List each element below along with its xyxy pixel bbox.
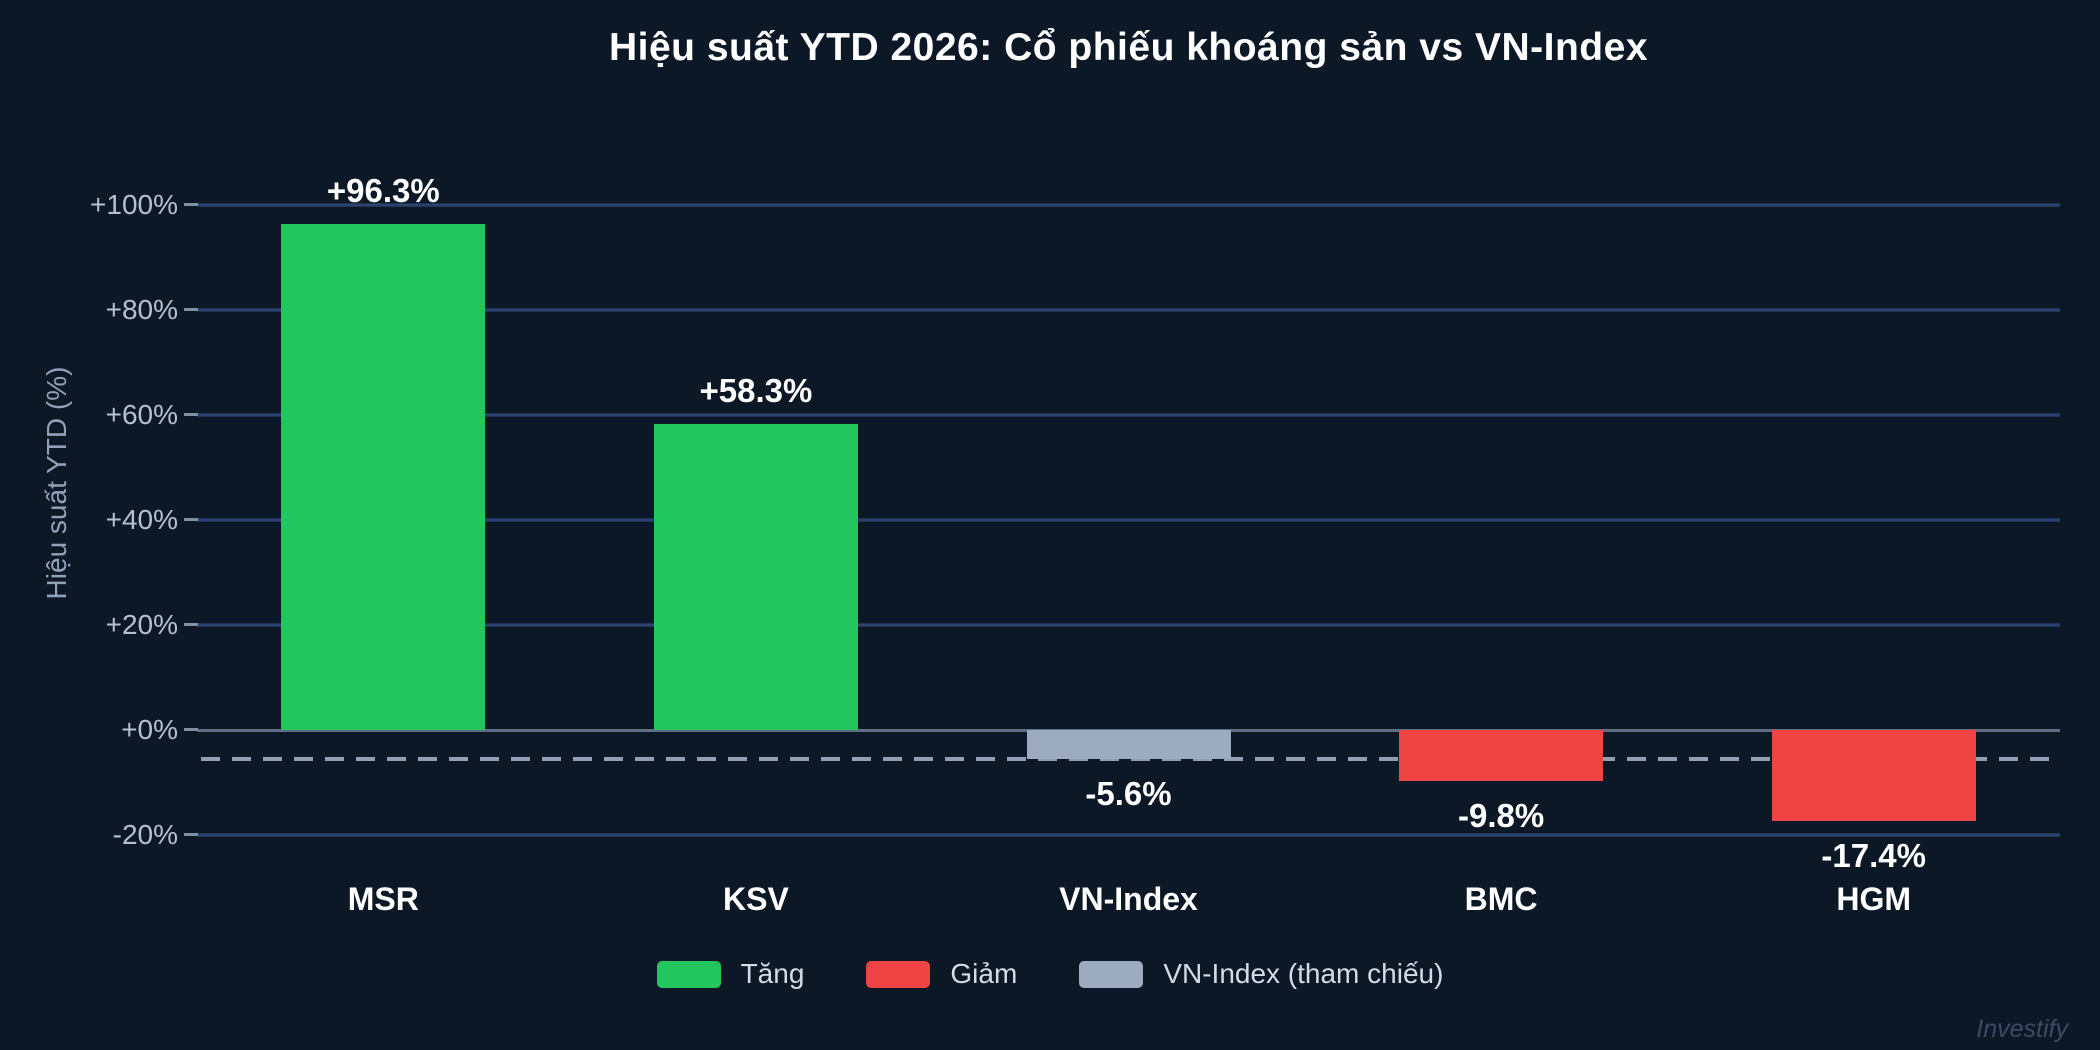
category-label-VN-Index: VN-Index [1059, 881, 1198, 917]
bar-BMC [1399, 730, 1604, 782]
category-label-MSR: MSR [347, 881, 419, 917]
value-label-KSV: +58.3% [699, 371, 813, 409]
legend-swatch-reference [1079, 960, 1144, 988]
y-tick-label: +60% [105, 399, 178, 430]
bar-VN-Index [1026, 730, 1231, 760]
y-tick-label: +20% [105, 609, 178, 640]
y-tick-mark [184, 413, 198, 416]
gridline [197, 623, 2060, 627]
gridline [197, 518, 2060, 522]
watermark: Investify [1976, 1015, 2068, 1043]
category-label-BMC: BMC [1464, 881, 1538, 917]
chart-title: Hiệu suất YTD 2026: Cổ phiếu khoáng sản … [608, 26, 1649, 69]
legend: Tăng Giảm VN-Index (tham chiếu) [0, 958, 2100, 990]
y-tick-label: +100% [90, 189, 178, 220]
y-tick-mark [184, 308, 198, 311]
bar-KSV [653, 423, 858, 730]
reference-dashed-line [201, 757, 2060, 762]
gridline [197, 308, 2060, 312]
gridline [197, 203, 2060, 207]
y-tick-mark [184, 728, 198, 731]
y-tick-label: +0% [121, 714, 178, 745]
value-label-HGM: -17.4% [1821, 837, 1926, 875]
legend-swatch-up [656, 960, 721, 988]
value-label-MSR: +96.3% [326, 172, 440, 210]
value-label-VN-Index: -5.6% [1085, 775, 1172, 813]
y-tick-label: +80% [105, 294, 178, 325]
y-tick-label: -20% [112, 819, 178, 850]
category-label-KSV: KSV [722, 881, 789, 917]
legend-item-down: Giảm [866, 958, 1017, 990]
bar-MSR [281, 224, 486, 730]
legend-label: Tăng [740, 958, 805, 989]
legend-swatch-down [866, 960, 931, 988]
y-tick-mark [184, 518, 198, 521]
legend-label: VN-Index (tham chiếu) [1163, 958, 1444, 989]
y-tick-mark [184, 203, 198, 206]
y-tick-mark [184, 623, 198, 626]
legend-item-up: Tăng [656, 958, 805, 990]
legend-item-reference: VN-Index (tham chiếu) [1079, 958, 1443, 990]
gridline [197, 413, 2060, 417]
bar-HGM [1771, 730, 1976, 822]
y-tick-mark [184, 833, 198, 836]
legend-label: Giảm [950, 958, 1018, 989]
category-label-HGM: HGM [1836, 881, 1912, 917]
gridline [197, 833, 2060, 837]
value-label-BMC: -9.8% [1457, 797, 1545, 835]
y-tick-label: +40% [105, 504, 178, 535]
